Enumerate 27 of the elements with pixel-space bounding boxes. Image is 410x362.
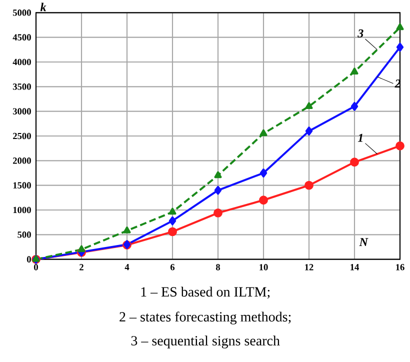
text: 2 – states forecasting methods; (120, 312, 291, 324)
y-tick-label: 3500 (12, 84, 31, 90)
y-tick-label: 4500 (12, 34, 31, 40)
y-tick-label: 3000 (12, 108, 31, 114)
series-label: 1 (358, 134, 362, 142)
x-tick-label: 0 (34, 264, 38, 270)
x-tick-label: 12 (305, 264, 314, 270)
x-tick-label: 16 (396, 264, 404, 270)
y-tick-label: 0 (26, 256, 31, 262)
x-tick-label: 10 (260, 264, 268, 270)
y-tick-label: 2500 (13, 132, 31, 140)
y-tick-label: 4000 (12, 58, 31, 66)
y-tick-label: 1500 (13, 182, 31, 188)
x-tick-label: 2 (80, 264, 84, 270)
series-label: 3 (358, 29, 364, 38)
x-axis-title: N (359, 238, 368, 246)
text: 3 – sequential signs search (131, 336, 280, 348)
text: 1 – ES based on ILTM; (141, 286, 270, 299)
x-tick-label: 6 (170, 264, 175, 270)
x-tick-label: 14 (350, 264, 359, 270)
y-tick-label: 2000 (13, 158, 31, 164)
y-tick-label: 5000 (13, 10, 31, 16)
x-tick-label: 4 (124, 264, 130, 270)
y-tick-label: 500 (18, 232, 31, 238)
y-tick-label: 1000 (13, 206, 31, 214)
x-tick-label: 8 (216, 264, 220, 270)
y-axis-title: k (40, 2, 46, 12)
